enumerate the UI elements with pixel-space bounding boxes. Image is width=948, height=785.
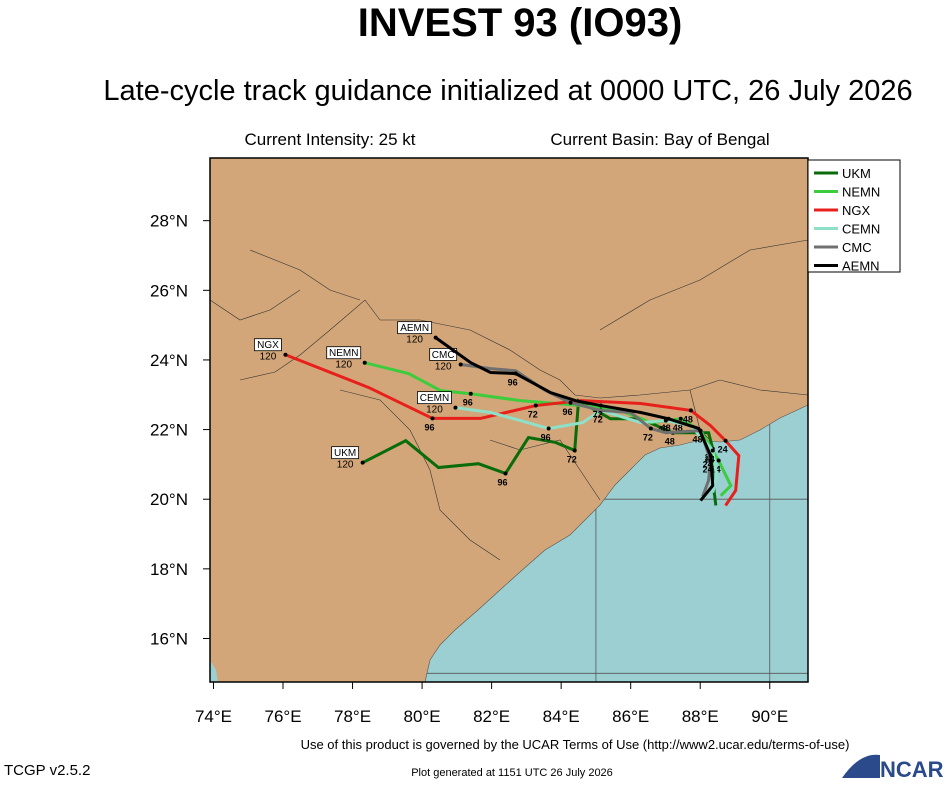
hour-label: 72 [643, 433, 653, 443]
track-name: AEMN [400, 323, 429, 334]
y-tick-label: 20°N [150, 490, 188, 509]
x-tick-label: 90°E [751, 707, 788, 726]
hour-label: 72 [528, 410, 538, 420]
hour-label: 48 [673, 423, 683, 433]
x-tick-label: 86°E [612, 707, 649, 726]
plot-frame [209, 157, 809, 683]
legend-label: UKM [842, 166, 871, 181]
hour-label: 48 [693, 435, 703, 445]
track-point [503, 471, 508, 476]
track-point [283, 352, 288, 357]
track-point [648, 426, 653, 431]
x-tick-label: 78°E [334, 707, 371, 726]
x-tick-label: 74°E [195, 707, 232, 726]
x-tick-label: 76°E [264, 707, 301, 726]
track-point [572, 448, 577, 453]
logo: NCAR [880, 757, 944, 780]
legend-label: NEMN [842, 185, 880, 200]
track-name-box [254, 338, 282, 352]
version: TCGP v2.5.2 [4, 762, 90, 779]
track-point [468, 391, 473, 396]
legend-label: CEMN [842, 222, 880, 237]
track-point [546, 426, 551, 431]
y-tick-label: 24°N [150, 351, 188, 370]
track-line [361, 398, 718, 506]
track-name: UKM [334, 448, 356, 459]
hour-label: 48 [683, 414, 693, 424]
y-tick-label: 22°N [150, 421, 188, 440]
track-point [666, 416, 671, 421]
x-tick-label: 84°E [543, 707, 580, 726]
hour-label: 120 [426, 405, 443, 416]
hour-label: 48 [658, 425, 668, 435]
logo-mark [842, 754, 880, 778]
track-point [360, 460, 365, 465]
hour-label: 96 [541, 433, 551, 443]
hour-label: 120 [337, 460, 354, 471]
legend-label: CMC [842, 240, 872, 255]
x-tick-label: 82°E [473, 707, 510, 726]
track-name-box [326, 346, 362, 360]
track-point [430, 416, 435, 421]
track-point [723, 438, 728, 443]
track-name: NGX [257, 340, 279, 351]
y-tick-label: 28°N [150, 212, 188, 231]
legend-label: NGX [842, 203, 871, 218]
track-point [362, 360, 367, 365]
hour-label: 120 [335, 360, 352, 371]
hour-label: 96 [463, 398, 473, 408]
basin: Current Basin: Bay of Bengal [550, 130, 769, 149]
hour-label: 24 [703, 465, 713, 475]
track-point [433, 335, 438, 340]
title: INVEST 93 (IO93) [358, 1, 683, 45]
track-point [533, 403, 538, 408]
subtitle: Late-cycle track guidance initialized at… [103, 75, 912, 107]
hour-label: 120 [406, 335, 423, 346]
track-point [513, 371, 518, 376]
hour-label: 24 [718, 445, 728, 455]
track-point [710, 448, 715, 453]
y-tick-label: 16°N [150, 629, 188, 648]
track-line [455, 406, 719, 493]
hour-label: 72 [593, 410, 603, 420]
track-point [688, 408, 693, 413]
hour-label: 48 [661, 423, 671, 433]
hour-label: 120 [260, 352, 277, 363]
track-point [453, 405, 458, 410]
y-tick-label: 26°N [150, 281, 188, 300]
track-point [716, 458, 721, 463]
hour-label: 72 [593, 414, 603, 424]
hour-label: 96 [425, 422, 435, 432]
track-point [568, 400, 573, 405]
track-point [458, 362, 463, 367]
x-tick-label: 88°E [682, 707, 719, 726]
track-point [598, 403, 603, 408]
track-point [678, 416, 683, 421]
track-name-box [397, 321, 433, 335]
sea [210, 660, 218, 682]
track-point [708, 453, 713, 458]
legend-label: AEMN [842, 259, 880, 274]
hour-label: 48 [665, 437, 675, 447]
hour-label: 96 [563, 407, 573, 417]
y-tick-label: 18°N [150, 560, 188, 579]
hour-label: 24 [703, 460, 713, 470]
track-name-box [417, 391, 452, 405]
track-name-box [331, 446, 360, 460]
track-name: NEMN [329, 348, 358, 359]
track-name: CEMN [420, 393, 449, 404]
hour-label: 120 [435, 361, 452, 372]
hour-label: 96 [508, 378, 518, 388]
hour-label: 96 [498, 477, 508, 487]
hour-label: 72 [567, 454, 577, 464]
generated: Plot generated at 1151 UTC 26 July 2026 [411, 767, 613, 779]
x-tick-label: 80°E [404, 707, 441, 726]
terms: Use of this product is governed by the U… [301, 737, 850, 752]
legend [807, 159, 901, 273]
track-name: CMC [432, 350, 455, 361]
intensity: Current Intensity: 25 kt [244, 130, 415, 149]
